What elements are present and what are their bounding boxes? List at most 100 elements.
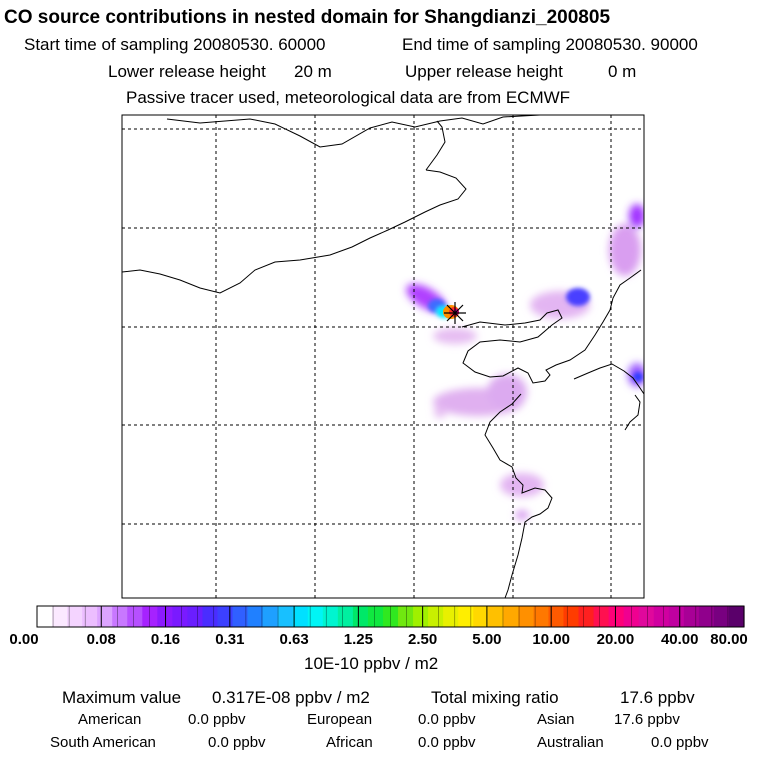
colorbar-swatch — [352, 606, 369, 627]
colorbar-swatch — [413, 606, 429, 627]
colorbar-swatch — [548, 606, 565, 627]
upper-release-label: Upper release height — [405, 62, 563, 81]
colorbar-swatch — [217, 606, 234, 627]
region-value-african: 0.0 ppbv — [418, 734, 476, 751]
colorbar-swatch — [458, 606, 474, 627]
region-value-australian: 0.0 ppbv — [651, 734, 709, 751]
plume-ne-core — [566, 288, 590, 306]
colorbar-swatch — [82, 606, 98, 627]
colorbar-swatch — [52, 606, 68, 627]
colorbar-tick-label: 10.00 — [532, 631, 570, 648]
colorbar-swatch — [247, 606, 264, 627]
colorbar-swatch — [428, 606, 444, 627]
region-name-asian: Asian — [537, 711, 575, 728]
colorbar-unit: 10E-10 ppbv / m2 — [304, 654, 439, 673]
colorbar-swatch — [728, 606, 745, 627]
plume-layer — [406, 204, 644, 520]
colorbar-swatch — [443, 606, 459, 627]
region-name-european: European — [307, 711, 373, 728]
colorbar-swatch — [112, 606, 128, 627]
colorbar-swatch — [142, 606, 158, 627]
graticule — [122, 115, 644, 598]
colorbar-swatch — [608, 606, 625, 627]
colorbar-swatch — [37, 606, 53, 627]
colorbar-tick-label: 80.00 — [710, 631, 748, 648]
colorbar-swatch — [578, 606, 595, 627]
plume-east-pink — [609, 224, 641, 276]
colorbar-swatch — [337, 606, 354, 627]
colorbar-swatch — [638, 606, 655, 627]
tracer-note: Passive tracer used, meteorological data… — [126, 88, 571, 107]
map-title: CO source contributions in nested domain… — [4, 7, 611, 28]
colorbar-tick-label: 0.31 — [215, 631, 245, 648]
colorbar-swatch — [382, 606, 399, 627]
colorbar-swatch — [698, 606, 715, 627]
region-name-african: African — [326, 734, 373, 751]
region-name-australian: Australian — [537, 734, 604, 751]
colorbar-swatch — [307, 606, 324, 627]
colorbar-swatch — [473, 606, 489, 627]
max-value: 0.317E-08 ppbv / m2 — [212, 688, 370, 707]
plume-small-pink — [434, 406, 446, 418]
region-value-european: 0.0 ppbv — [418, 711, 476, 728]
colorbar-swatch — [127, 606, 143, 627]
colorbar-tick-label: 0.63 — [279, 631, 309, 648]
map-frame — [121, 114, 645, 599]
colorbar-tick-label: 1.25 — [343, 631, 373, 648]
total-value: 17.6 ppbv — [620, 688, 695, 707]
plume-far-east-core — [633, 372, 643, 382]
plume-southeast-pink — [500, 473, 544, 497]
colorbar-swatch — [593, 606, 610, 627]
max-label: Maximum value — [62, 688, 182, 707]
region-value-asian: 17.6 ppbv — [614, 711, 680, 728]
colorbar-tick-label: 20.00 — [596, 631, 635, 648]
colorbar-swatches — [36, 606, 745, 627]
upper-release-value: 0 m — [608, 62, 637, 81]
colorbar-swatch — [97, 606, 113, 627]
lower-release-label: Lower release height — [108, 62, 266, 81]
colorbar-tick-label: 5.00 — [472, 631, 502, 648]
lower-release-value: 20 m — [294, 62, 332, 81]
colorbar-tick-label: 2.50 — [408, 631, 438, 648]
colorbar-tick-label: 0.00 — [9, 631, 39, 648]
plume-east-edge — [629, 204, 644, 228]
colorbar-tick-label: 0.08 — [86, 631, 116, 648]
total-label: Total mixing ratio — [431, 688, 559, 707]
region-name-american: American — [78, 711, 142, 728]
colorbar-swatch — [187, 606, 204, 627]
colorbar-swatch — [67, 606, 83, 627]
region-value-american: 0.0 ppbv — [188, 711, 246, 728]
colorbar-swatch — [488, 606, 504, 627]
colorbar-swatch — [172, 606, 189, 627]
colorbar-swatch — [668, 606, 685, 627]
colorbar-swatch — [518, 606, 534, 627]
start-time: Start time of sampling 20080530. 60000 — [24, 35, 326, 54]
plume-south-tail — [515, 510, 529, 520]
plume-south-pink — [433, 328, 477, 344]
colorbar-swatch — [202, 606, 219, 627]
colorbar-swatch — [653, 606, 670, 627]
colorbar-swatch — [262, 606, 279, 627]
colorbar-swatch — [713, 606, 730, 627]
colorbar-swatch — [533, 606, 550, 627]
region-value-south-american: 0.0 ppbv — [208, 734, 266, 751]
end-time: End time of sampling 20080530. 90000 — [402, 35, 698, 54]
colorbar-swatch — [683, 606, 700, 627]
colorbar-tick-label: 40.00 — [660, 631, 699, 648]
colorbar-swatch — [277, 606, 294, 627]
colorbar-frame — [36, 605, 745, 628]
colorbar-swatch — [322, 606, 339, 627]
colorbar-swatch — [232, 606, 249, 627]
colorbar-swatch — [398, 606, 414, 627]
colorbar-swatch — [563, 606, 580, 627]
plume-coast-pink — [487, 374, 527, 410]
coastlines — [122, 115, 644, 598]
colorbar-swatch — [503, 606, 519, 627]
region-name-south-american: South American — [50, 734, 156, 751]
colorbar-swatch — [367, 606, 384, 627]
colorbar-swatch — [292, 606, 309, 627]
colorbar-tick-label: 0.16 — [150, 631, 181, 648]
receptor-star-icon — [444, 302, 466, 324]
